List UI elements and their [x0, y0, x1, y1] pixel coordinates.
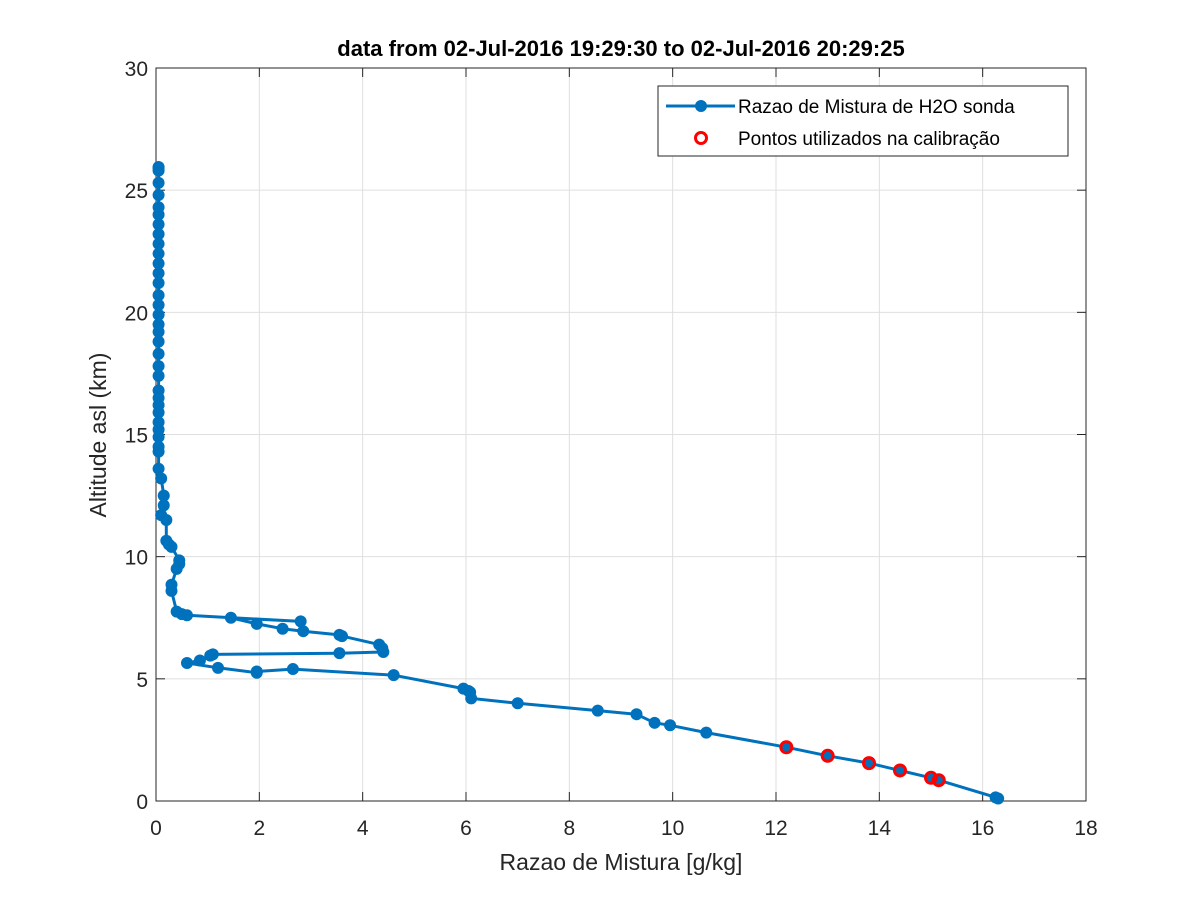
- x-tick-label: 12: [764, 817, 787, 840]
- sonda-data-point: [152, 369, 165, 382]
- sonda-data-point: [212, 661, 224, 674]
- y-tick-label: 5: [136, 669, 148, 692]
- x-tick-label: 2: [253, 817, 265, 840]
- x-tick-label: 8: [563, 817, 575, 840]
- x-tick-label: 14: [868, 817, 892, 840]
- sonda-data-point: [152, 201, 165, 214]
- sonda-data-point: [664, 719, 677, 732]
- sonda-data-point: [152, 162, 165, 175]
- sonda-data-point: [152, 237, 165, 250]
- sonda-data-point: [206, 648, 219, 661]
- sonda-data-point: [152, 462, 165, 475]
- series-layer: [152, 160, 1005, 805]
- sonda-data-point: [155, 472, 168, 485]
- sonda-data-point: [152, 299, 165, 312]
- sonda-data-point: [294, 615, 307, 628]
- sonda-data-point: [648, 716, 661, 729]
- x-tick-label: 6: [460, 817, 472, 840]
- y-tick-label: 0: [136, 791, 148, 814]
- sonda-data-point: [165, 578, 178, 591]
- sonda-data-point: [152, 416, 165, 429]
- sonda-data-point: [152, 257, 165, 270]
- sonda-data-point: [152, 360, 165, 373]
- y-tick-label: 25: [125, 180, 148, 203]
- sonda-data-point: [152, 218, 165, 231]
- sonda-data-point: [173, 554, 186, 567]
- sonda-data-point: [297, 625, 310, 638]
- sonda-data-point: [276, 622, 289, 635]
- sonda-data-point: [152, 318, 165, 331]
- sonda-data-point: [373, 638, 386, 651]
- sonda-data-point: [286, 663, 299, 676]
- sonda-data-point: [387, 669, 400, 682]
- x-tick-label: 0: [150, 817, 162, 840]
- calibration-point: [893, 763, 907, 778]
- sonda-data-point: [170, 605, 183, 618]
- chart-title: data from 02-Jul-2016 19:29:30 to 02-Jul…: [337, 36, 904, 61]
- sonda-data-point: [152, 176, 165, 189]
- sonda-data-point: [630, 708, 643, 721]
- calibration-point: [779, 740, 794, 755]
- y-tick-label: 15: [125, 425, 148, 448]
- sonda-data-point: [457, 682, 470, 695]
- sonda-data-point: [989, 791, 1002, 804]
- sonda-data-point: [152, 247, 165, 260]
- y-tick-label: 30: [125, 58, 148, 81]
- sonda-data-point: [152, 335, 165, 348]
- sonda-data-point: [250, 617, 263, 630]
- legend-label-calibracao: Pontos utilizados na calibração: [738, 129, 1000, 150]
- sonda-data-point: [152, 289, 165, 302]
- sonda-data-point: [250, 666, 263, 679]
- sonda-data-point: [511, 697, 524, 710]
- sonda-data-point: [224, 611, 237, 624]
- x-tick-label: 18: [1074, 817, 1097, 840]
- calibration-point: [820, 748, 835, 763]
- sonda-data-point: [157, 499, 170, 512]
- sonda-data-point: [152, 440, 165, 453]
- x-axis-label: Razao de Mistura [g/kg]: [500, 849, 743, 875]
- calibration-point: [862, 756, 876, 771]
- sonda-data-point: [152, 189, 165, 202]
- legend-box: [657, 85, 1069, 157]
- y-tick-label: 10: [125, 547, 148, 570]
- calibration-point: [924, 770, 938, 785]
- sonda-data-point: [700, 726, 713, 739]
- sonda-data-point: [152, 347, 165, 360]
- sonda-data-point: [193, 654, 206, 667]
- x-tick-label: 4: [357, 817, 369, 840]
- sonda-data-point: [155, 509, 168, 522]
- legend-marker-calibracao: [694, 131, 708, 145]
- sonda-data-point: [152, 267, 165, 280]
- sonda-data-point: [333, 628, 346, 641]
- sonda-data-point: [152, 228, 165, 241]
- sonda-data-point: [157, 489, 170, 502]
- sonda-data-point: [152, 277, 165, 290]
- y-tick-label: 20: [125, 302, 148, 325]
- sonda-data-point: [152, 308, 165, 321]
- grid: [156, 68, 1086, 801]
- legend: Razao de Mistura de H2O sonda Pontos uti…: [657, 85, 1069, 157]
- sonda-data-point: [181, 656, 193, 669]
- sonda-data-point: [333, 647, 346, 660]
- y-axis-label: Altitude asl (km): [85, 353, 111, 518]
- ticks: 0 2 4 6 8 10 12 14 16 18 0 5 10 15 20 25 30: [125, 58, 1098, 840]
- x-tick-label: 16: [971, 817, 994, 840]
- legend-label-sonda: Razao de Mistura de H2O sonda: [738, 97, 1015, 118]
- legend-marker-sonda: [695, 100, 707, 112]
- sonda-data-point: [152, 384, 165, 397]
- x-tick-label: 10: [661, 817, 684, 840]
- calibration-point: [931, 773, 946, 788]
- sonda-data-point: [591, 704, 604, 717]
- sonda-data-point: [160, 534, 173, 547]
